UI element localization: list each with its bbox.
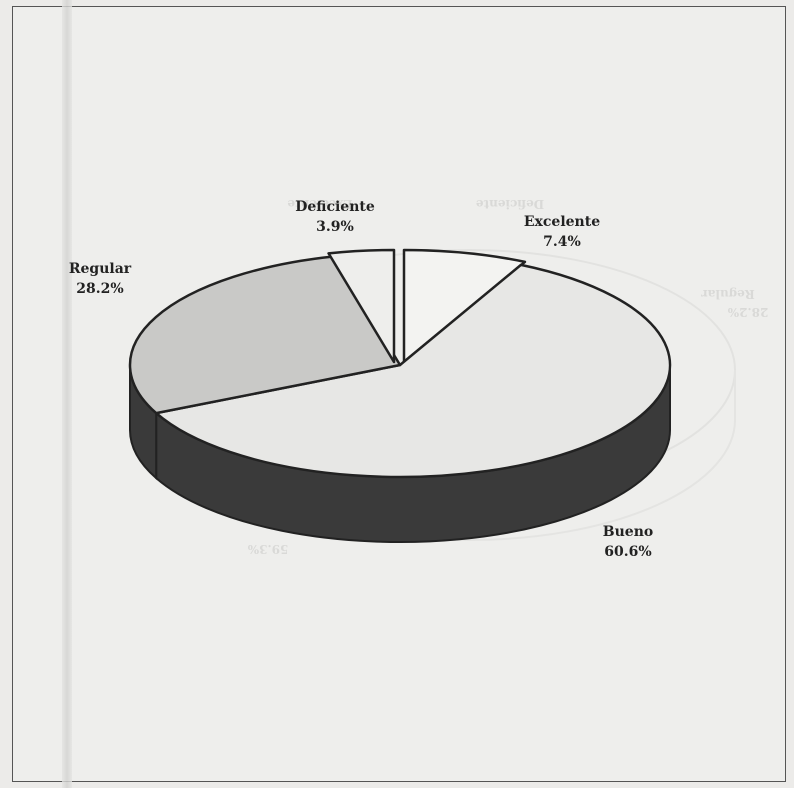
pie-top-face <box>128 248 672 479</box>
label-bueno-name: Bueno <box>603 524 653 540</box>
ghost-label-excelente: Excelente <box>287 197 353 211</box>
slice-deficiente <box>327 248 396 364</box>
ghost-label-bueno-value: 59.3% <box>247 542 288 556</box>
slice-regular <box>128 255 402 415</box>
ghost-label-regular: Regular <box>701 287 755 301</box>
ghost-label-regular-value: 28.2% <box>727 305 768 319</box>
slice-excelente <box>402 248 527 364</box>
ghost-label-deficiente: Deficiente <box>476 197 545 211</box>
label-excelente-name: Excelente <box>524 214 600 230</box>
label-bueno-value: 60.6% <box>604 544 651 560</box>
page-binding-edge <box>62 0 72 788</box>
label-regular-name: Regular <box>69 261 132 277</box>
label-regular-value: 28.2% <box>76 281 123 297</box>
slice-bueno <box>154 263 672 479</box>
label-excelente-value: 7.4% <box>543 234 581 250</box>
label-deficiente-name: Deficiente <box>295 199 375 215</box>
label-deficiente-value: 3.9% <box>316 219 354 235</box>
